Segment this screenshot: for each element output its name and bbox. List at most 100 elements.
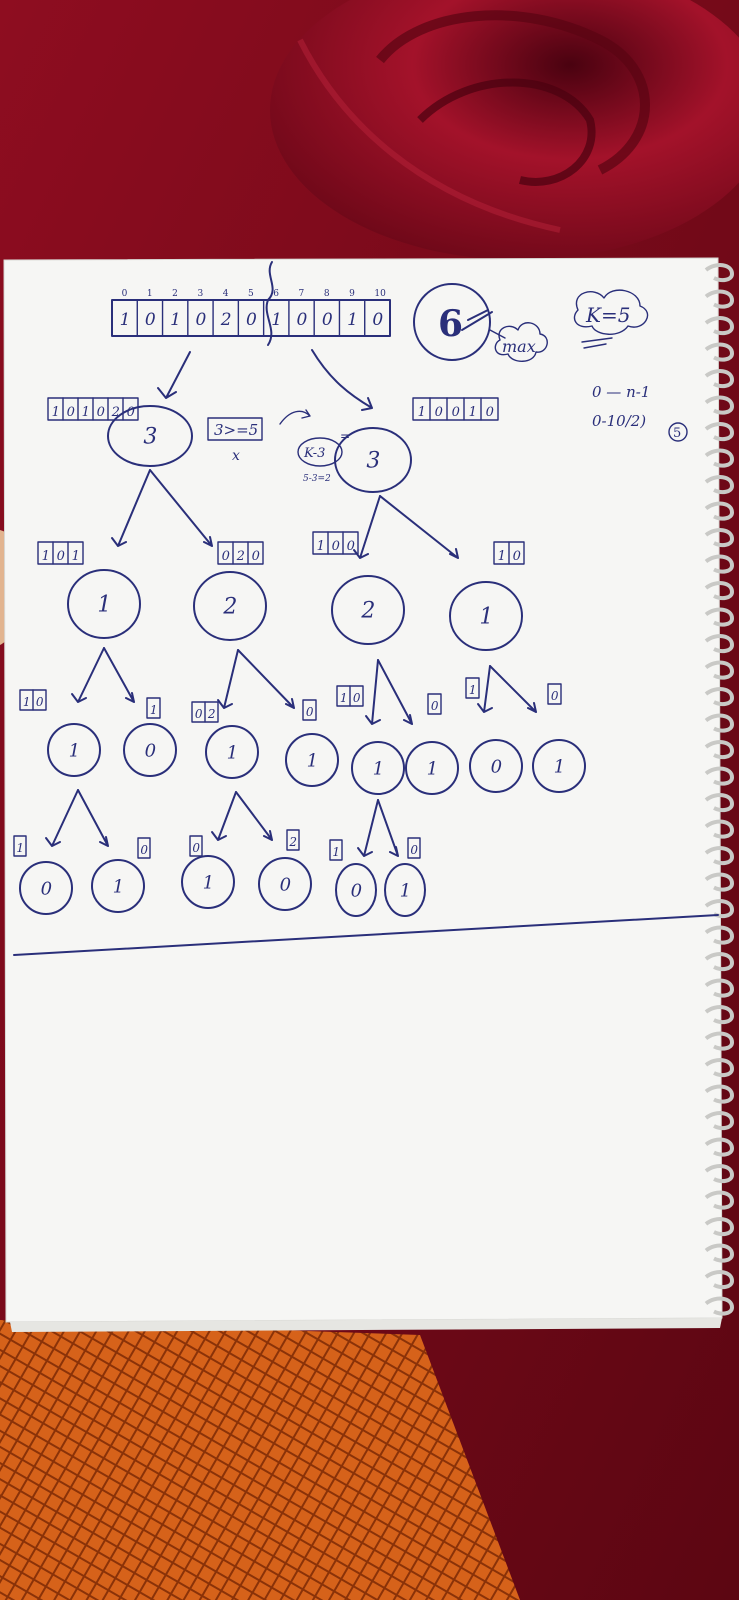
tree-node-value: 1 (113, 876, 124, 897)
sub-array-cell: 1 (23, 695, 31, 709)
tree-node: 2 (193, 571, 267, 641)
spiral-ring (704, 1031, 735, 1051)
sub-array-cell: 1 (52, 405, 60, 420)
tree-edge (111, 469, 151, 547)
k-minus: K-3 5-3=2 = (297, 429, 350, 484)
sub-array-cell: 0 (431, 699, 439, 713)
tree-edge (211, 791, 237, 841)
spiral-ring (704, 793, 735, 813)
spiral-ring (704, 395, 735, 415)
tree-node-value: 1 (554, 756, 565, 777)
tree-node: 2 (331, 575, 405, 645)
sub-array-cell: 1 (82, 405, 90, 420)
orange-cloth (0, 1320, 520, 1600)
tree-node: 1 (285, 733, 339, 787)
spiral-ring (704, 528, 735, 548)
tree-node: 1 (205, 725, 259, 779)
top-array-index: 7 (299, 289, 305, 299)
spiral-ring (704, 607, 735, 627)
top-array-cell: 2 (220, 310, 232, 330)
spiral-ring (704, 1243, 735, 1263)
separator-line (13, 914, 719, 956)
sub-array-cell: 0 (347, 539, 355, 554)
sub-array: 0 (427, 693, 442, 715)
spiral-ring (704, 1164, 735, 1184)
tree-edge (353, 495, 381, 559)
sub-array-cell: 0 (222, 549, 230, 564)
spiral-ring (704, 342, 735, 362)
sub-array-cell: 2 (207, 707, 216, 721)
spiral-ring (704, 1084, 735, 1104)
sub-array-cell: 1 (340, 691, 348, 705)
top-array-cell: 0 (195, 310, 206, 330)
curved-arrow (279, 409, 311, 425)
k-label: K=5 (585, 303, 630, 327)
condition-mark: x (232, 448, 240, 464)
sub-array-cell: 0 (252, 549, 260, 564)
spiral-ring (704, 448, 735, 468)
spiral-ring (704, 1111, 735, 1131)
tree-node: 3 (334, 427, 412, 493)
tree-node-value: 2 (360, 599, 375, 624)
top-array-cell: 0 (322, 310, 333, 330)
tree-edge (235, 791, 273, 841)
split-mark (265, 261, 274, 346)
spiral-ring (704, 316, 735, 336)
sub-array-cell: 1 (150, 703, 158, 717)
sub-array-cell: 0 (306, 705, 314, 719)
tree-node: 0 (258, 857, 312, 911)
sub-array: 2 (286, 829, 300, 851)
k-minus-sub: 5-3=2 (303, 474, 331, 484)
spiral-ring (704, 554, 735, 574)
tree-node-value: 0 (351, 880, 362, 901)
sub-array-cell: 0 (486, 405, 494, 420)
sub-array-cell: 1 (42, 549, 50, 564)
tree-node: 1 (405, 741, 459, 795)
tree-node-value: 1 (479, 605, 493, 630)
sub-array-cell: 0 (332, 539, 340, 554)
spiral-ring (704, 1137, 735, 1157)
spiral-ring (704, 766, 735, 786)
tree-node-value: 1 (373, 758, 384, 779)
tree-node: 1 (449, 581, 523, 651)
spiral-ring (704, 634, 735, 654)
spiral-ring (704, 1005, 735, 1025)
sub-array-cell: 0 (195, 707, 203, 721)
tree-edge (149, 469, 213, 547)
condition-text: 3>=5 (214, 421, 258, 439)
top-array-cell: 0 (372, 310, 383, 330)
top-array-index: 2 (172, 289, 178, 299)
tree-node-value: 1 (400, 880, 411, 901)
sub-array: 1 (13, 835, 27, 857)
top-array-index: 5 (248, 289, 254, 299)
top-array-index: 9 (349, 289, 355, 299)
sub-array-cell: 1 (317, 539, 325, 554)
top-array-index: 6 (273, 289, 279, 299)
tree-node-value: 1 (97, 593, 111, 618)
sub-array-cell: 0 (452, 405, 460, 420)
top-array-cell: 1 (170, 310, 181, 330)
top-array-cell: 0 (297, 310, 308, 330)
sub-array-cell: 2 (288, 835, 297, 849)
sub-array-cell: 1 (469, 405, 477, 420)
tree-edge (377, 659, 413, 725)
spiral-ring (704, 925, 735, 945)
arrow-right (311, 349, 373, 411)
tree-edge (71, 647, 105, 703)
sub-array: 1 (329, 839, 343, 861)
tree-node: 1 (384, 863, 426, 917)
max-cloud: max (494, 322, 548, 362)
sub-array-cell: 1 (469, 683, 477, 697)
tree-node: 0 (335, 863, 377, 917)
range-2: 0-10/2) (592, 412, 646, 430)
spiral-ring (704, 1296, 735, 1316)
range-1: 0 — n-1 (592, 383, 650, 401)
spiral-ring (704, 660, 735, 680)
